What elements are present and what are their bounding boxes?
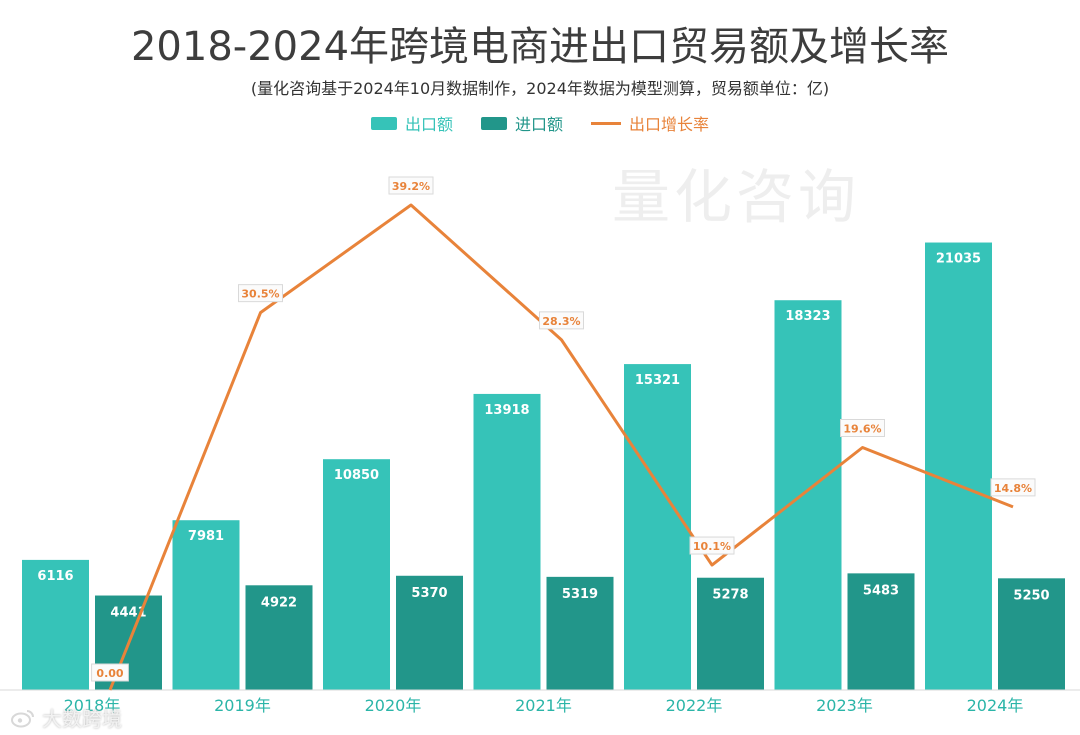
x-tick-label-6: 2024年 [967, 696, 1024, 715]
legend-item-export[interactable]: 出口额 [370, 111, 453, 135]
legend-item-import[interactable]: 进口额 [480, 111, 563, 135]
brand-text: 大数跨境 [42, 707, 122, 731]
growth-point-label-0: 0.00 [96, 667, 123, 680]
legend-swatch-export [370, 116, 397, 130]
bar-import-5[interactable] [847, 573, 915, 690]
growth-point-label-2: 39.2% [392, 180, 430, 193]
bar-import-2[interactable] [396, 575, 463, 690]
legend-label-growth: 出口增长率 [629, 115, 710, 134]
legend-item-growth[interactable]: 出口增长率 [591, 111, 709, 135]
brand-watermark: 大数跨境 [10, 703, 122, 732]
bar-label-import-2: 5370 [411, 586, 447, 601]
growth-line[interactable] [108, 203, 1014, 691]
x-axis: 2018年 2019年 2020年 2021年 2022年 2023年 2024年 [0, 689, 1080, 715]
bars-layer: 6116 4441 7981 4922 10850 5370 13918 5319 15321 5… [22, 242, 1065, 690]
bar-export-3[interactable] [473, 393, 541, 690]
x-tick-label-1: 2019年 [214, 696, 271, 715]
x-tick-label-4: 2022年 [666, 696, 723, 715]
growth-point-box-1 [238, 284, 283, 303]
bar-label-import-6: 5250 [1013, 588, 1049, 603]
bar-label-export-5: 18323 [785, 309, 830, 324]
bar-label-export-0: 6116 [37, 569, 73, 584]
bar-label-import-5: 5483 [863, 583, 899, 598]
growth-point-label-6: 14.8% [994, 482, 1032, 495]
bar-label-export-4: 15321 [635, 373, 680, 388]
bar-label-export-6: 21035 [936, 252, 981, 267]
growth-point-label-5: 19.6% [843, 423, 881, 436]
legend-swatch-growth [591, 121, 621, 125]
bar-export-1[interactable] [172, 520, 240, 690]
bar-label-import-1: 4922 [261, 595, 297, 610]
bar-label-export-2: 10850 [334, 468, 379, 483]
growth-line-layer: 0.00 30.5% 39.2% 28.3% 10.1% 19.6% 14.8% [91, 176, 1036, 691]
bar-label-import-4: 5278 [712, 588, 748, 603]
bar-import-6[interactable] [998, 578, 1065, 690]
x-tick-label-0: 2018年 [64, 696, 121, 715]
growth-point-box-0 [91, 663, 129, 682]
growth-point-label-3: 28.3% [542, 315, 580, 328]
growth-point-box-2 [388, 176, 434, 195]
bar-export-2[interactable] [323, 459, 390, 690]
bar-export-4[interactable] [624, 364, 691, 690]
bar-label-export-1: 7981 [188, 529, 224, 544]
legend-label-import: 进口额 [514, 115, 563, 134]
bar-label-import-0: 4441 [110, 606, 146, 621]
bar-export-6[interactable] [925, 242, 992, 690]
growth-point-box-3 [539, 311, 584, 330]
bar-label-import-3: 5319 [562, 587, 598, 602]
weibo-icon [11, 709, 34, 727]
bar-export-5[interactable] [774, 300, 842, 690]
growth-point-label-1: 30.5% [241, 288, 279, 301]
chart-title: 2018-2024年跨境电商进出口贸易额及增长率 [130, 24, 950, 70]
x-tick-label-5: 2023年 [816, 696, 873, 715]
legend-swatch-import [480, 116, 507, 130]
bar-label-export-3: 13918 [484, 403, 529, 418]
growth-point-box-6 [990, 478, 1036, 497]
bar-import-3[interactable] [546, 576, 614, 690]
legend: 出口额 进口额 出口增长率 [0, 111, 1080, 135]
growth-point-label-4: 10.1% [693, 540, 731, 553]
growth-point-box-4 [689, 536, 735, 555]
bar-import-1[interactable] [245, 585, 313, 690]
x-tick-label-3: 2021年 [515, 696, 572, 715]
bar-export-0[interactable] [22, 559, 89, 690]
legend-label-export: 出口额 [404, 115, 453, 134]
growth-point-box-5 [840, 419, 885, 437]
watermark: 量化咨询 [612, 163, 861, 231]
bar-import-4[interactable] [697, 577, 764, 690]
x-tick-label-2: 2020年 [365, 696, 422, 715]
chart-subtitle: (量化咨询基于2024年10月数据制作，2024年数据为模型测算，贸易额单位：亿… [250, 79, 830, 98]
